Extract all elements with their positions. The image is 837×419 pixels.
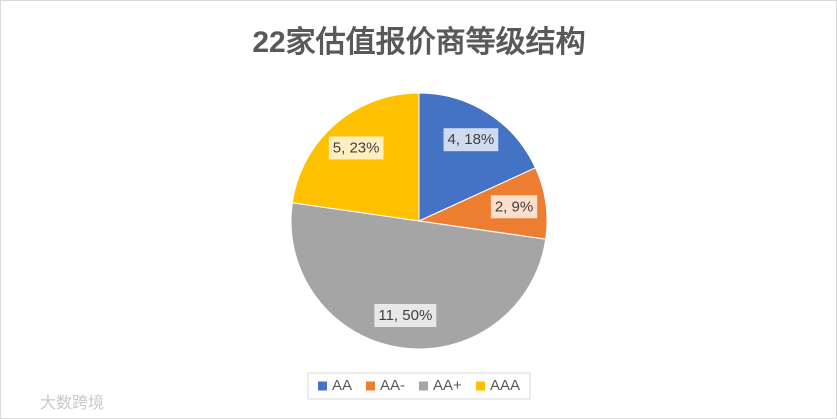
chart-title: 22家估值报价商等级结构	[252, 25, 585, 59]
legend-label: AA+	[433, 377, 462, 394]
data-label-bg	[443, 128, 499, 152]
legend-frame	[307, 372, 531, 400]
data-label: 5, 23%	[333, 139, 380, 156]
legend-swatch	[365, 381, 375, 391]
pie	[290, 92, 548, 350]
data-label: 11, 50%	[378, 307, 432, 324]
data-label: 2, 9%	[495, 198, 533, 215]
legend-label: AA-	[380, 377, 405, 394]
data-label-bg	[374, 303, 437, 327]
data-label: 4, 18%	[448, 131, 495, 148]
legend: AA AA- AA+ AAA	[307, 372, 531, 400]
legend-label: AA	[332, 377, 352, 394]
data-labels: 4, 18% 2, 9% 11, 50% 5, 23%	[328, 128, 538, 327]
legend-swatch	[476, 381, 486, 391]
watermark: 大数跨境	[40, 393, 104, 412]
data-label-bg	[328, 136, 384, 160]
legend-label: AAA	[490, 377, 520, 394]
data-label-bg	[490, 195, 538, 219]
pie-slice	[290, 202, 547, 350]
pie-slice	[418, 92, 537, 222]
legend-swatch	[419, 381, 429, 391]
legend-swatch	[317, 381, 327, 391]
